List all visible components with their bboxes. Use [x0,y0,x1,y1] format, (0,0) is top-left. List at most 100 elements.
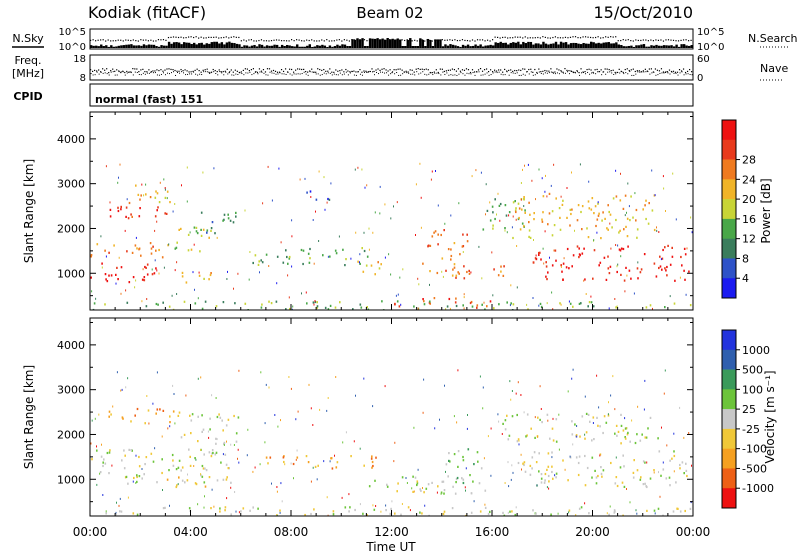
power-speckle [393,205,394,208]
noise-search-point [652,40,654,42]
noise-search-point [223,36,225,39]
freq-point [459,70,462,72]
velocity-cell [586,466,589,470]
velocity-cell [144,422,146,425]
velocity-speckle [276,490,278,493]
noise-sky-bar [537,43,540,48]
nave-point [466,72,468,74]
noise-sky-bar [474,44,477,48]
velocity-speckle [490,474,492,477]
power-cell [334,249,337,252]
freq-point [377,68,379,70]
noise-sky-bar [411,46,414,48]
power-cell [664,246,666,249]
nave-point [406,72,408,74]
velocity-speckle [536,484,538,487]
power-cell [104,273,107,276]
velocity-cell [516,440,519,443]
power-cell [451,274,454,277]
nave-point [655,74,657,76]
velocity-cell [296,456,299,459]
velocity-cell [222,429,224,432]
velocity-cell [390,507,392,510]
power-speckle [384,256,386,259]
freq-point [624,68,626,71]
noise-search-point [662,40,665,42]
power-cell [324,306,327,309]
power-speckle [516,245,518,247]
nave-point [185,74,187,76]
power-cell [210,272,212,275]
power-cell [120,205,122,208]
freq-point [461,69,464,71]
power-speckle [415,183,417,186]
power-speckle [118,176,119,179]
velocity-cell [462,478,465,481]
nave-point [420,72,422,74]
velocity-speckle [326,496,328,499]
power-speckle [535,254,537,257]
power-cell [630,277,632,280]
nave-point [378,73,380,75]
freq-point [345,68,347,71]
power-cell [316,306,318,309]
noise-sky-bar [115,46,118,48]
power-cell [619,199,622,202]
velocity-cell [605,421,608,424]
nave-point [231,74,233,76]
noise-search-point [574,36,577,38]
power-colorbar-label: Power [dB] [759,178,773,243]
velocity-cell [524,470,527,473]
power-cell [683,269,685,272]
noise-search-point [464,39,466,42]
power-speckle [690,216,692,219]
noise-search-point [235,36,237,38]
noise-search-point [562,37,564,39]
velocity-cell [571,433,574,436]
power-cell [602,211,604,214]
power-speckle [497,192,499,195]
nave-point [454,74,456,76]
power-cell [541,220,544,223]
noise-sky-bar [135,45,138,48]
velocity-cell [191,413,194,416]
power-speckle [91,290,93,293]
power-speckle [125,289,127,292]
nave-point [593,72,595,74]
power-speckle [499,219,501,222]
power-cell [669,263,672,266]
power-cell [466,240,469,243]
noise-search-point [110,40,112,42]
velocity-cell [225,463,228,466]
velocity-cell [532,509,534,512]
freq-point [365,70,367,72]
velocity-cell [212,451,214,455]
noise-sky-bar [240,46,244,48]
noise-sky-bar [368,38,372,48]
freq-point [485,68,488,70]
velocity-speckle [626,488,627,490]
noise-sky-bar [278,46,281,48]
power-cell [157,206,159,209]
velocity-cell [197,440,199,443]
noise-sky-bar [564,42,568,48]
power-cell [367,308,370,310]
freq-point [638,70,640,72]
noise-sky-bar [303,46,306,48]
noise-sky-bar [446,45,450,48]
noise-sky-bar [200,42,203,48]
velocity-cell [317,464,319,467]
power-cell [329,304,332,307]
nave-point [130,72,132,74]
power-cell [514,209,517,212]
noise-sky-bar [589,41,593,48]
noise-sky-bar [328,45,332,48]
velocity-cell [181,466,184,469]
freq-point [496,70,498,72]
velocity-speckle [260,371,262,374]
freq-point [284,68,287,70]
nave-point [482,74,484,76]
power-cell [235,215,237,218]
velocity-speckle [323,460,325,463]
power-cell [441,257,444,260]
